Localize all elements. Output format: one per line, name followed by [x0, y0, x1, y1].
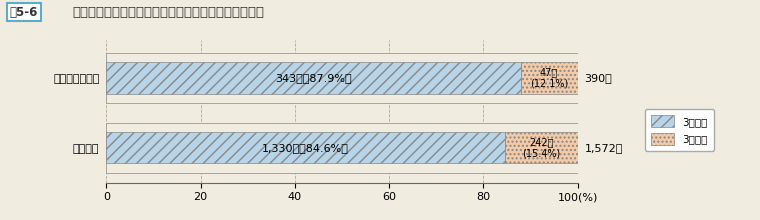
Text: 343人（87.9%）: 343人（87.9%）	[275, 73, 352, 83]
Text: 1,330人（84.6%）: 1,330人（84.6%）	[262, 143, 349, 153]
Text: 47人
(12.1%): 47人 (12.1%)	[530, 67, 568, 89]
Bar	[106, 62, 521, 94]
Bar	[106, 53, 578, 103]
Text: 図5-6: 図5-6	[10, 6, 38, 18]
Text: 390人: 390人	[584, 73, 613, 83]
Bar	[505, 132, 578, 163]
Text: 1,572人: 1,572人	[584, 143, 623, 153]
Text: 育児短時間勤務及び育児時間の取得状況（常勤職員）: 育児短時間勤務及び育児時間の取得状況（常勤職員）	[72, 6, 264, 18]
Text: 242人
(15.4%): 242人 (15.4%)	[522, 137, 560, 159]
Bar	[106, 132, 505, 163]
Legend: 3歳未満, 3歳以上: 3歳未満, 3歳以上	[644, 109, 714, 151]
Bar	[106, 123, 578, 173]
Bar	[521, 62, 578, 94]
